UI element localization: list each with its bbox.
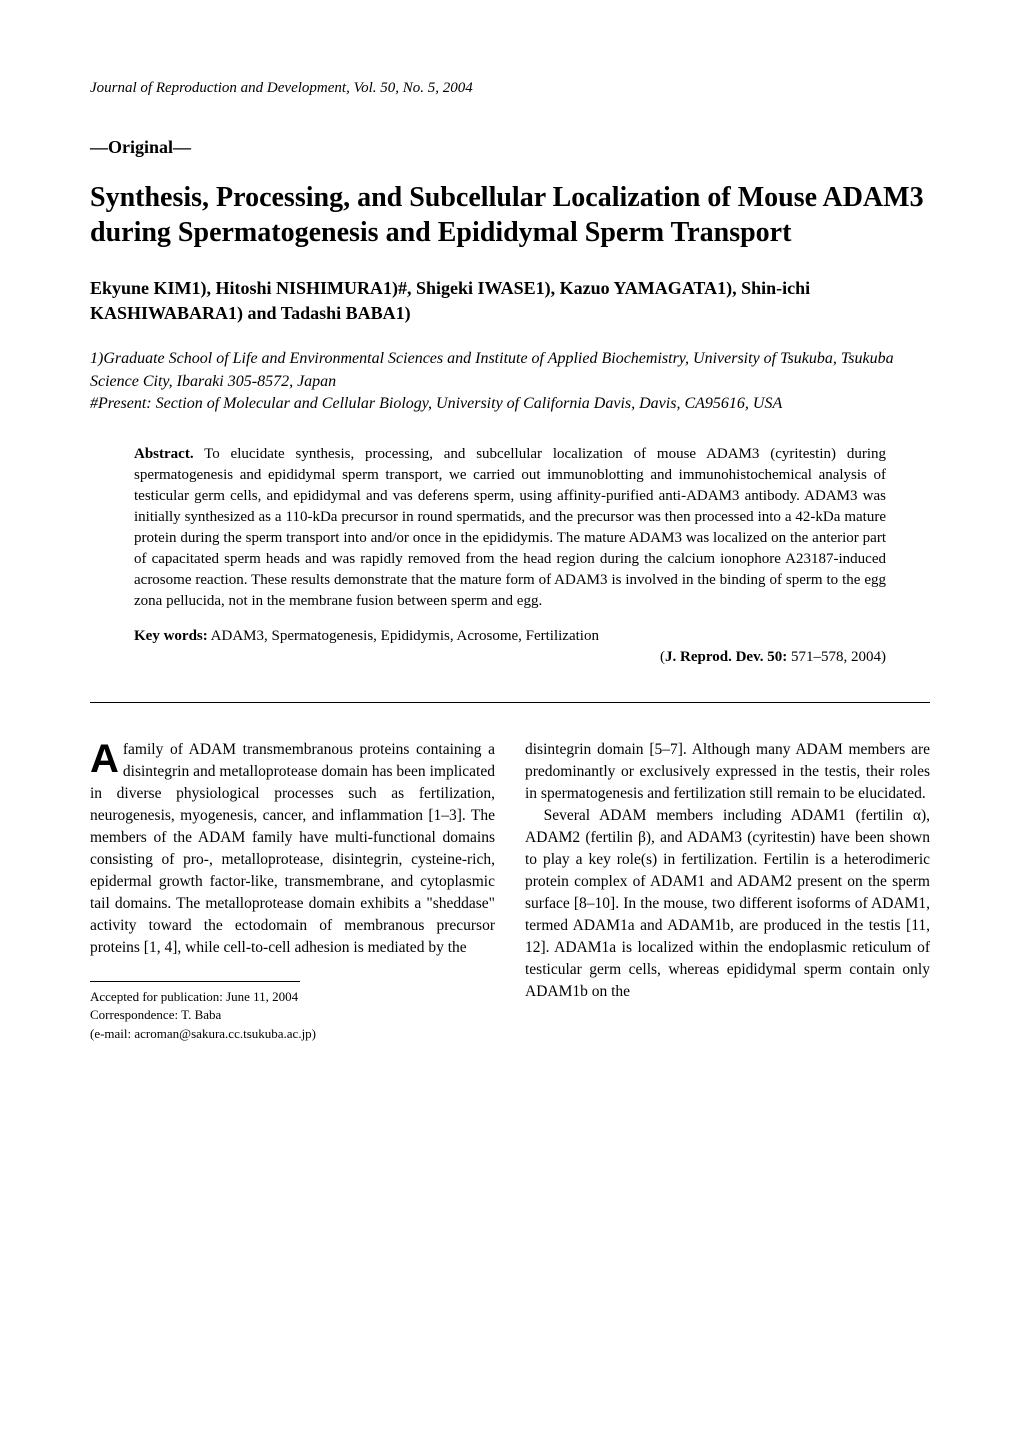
article-title: Synthesis, Processing, and Subcellular L… xyxy=(90,180,930,250)
body-columns: A family of ADAM transmembranous protein… xyxy=(90,739,930,1045)
journal-vol: , Vol. 50, No. 5, 2004 xyxy=(346,80,473,96)
body-para-2: disintegrin domain [5–7]. Although many … xyxy=(525,739,930,805)
abstract-block: Abstract. To elucidate synthesis, proces… xyxy=(90,444,930,612)
citation-line: (J. Reprod. Dev. 50: 571–578, 2004) xyxy=(90,649,930,666)
authors-line: Ekyune KIM1), Hitoshi NISHIMURA1)#, Shig… xyxy=(90,276,930,326)
article-type: —Original— xyxy=(90,137,930,158)
footnote-accepted: Accepted for publication: June 11, 2004 xyxy=(90,988,495,1007)
abstract-text: Abstract. To elucidate synthesis, proces… xyxy=(134,444,886,612)
citation-journal: J. Reprod. Dev. 50: xyxy=(665,649,787,665)
affiliation-1: 1)Graduate School of Life and Environmen… xyxy=(90,348,930,393)
journal-name: Journal of Reproduction and Development xyxy=(90,80,346,96)
keywords-label: Key words: xyxy=(134,628,208,644)
body-para-1-text: family of ADAM transmembranous proteins … xyxy=(90,741,495,956)
citation-pages: 571–578, 2004) xyxy=(787,649,886,665)
footnote-rule xyxy=(90,981,300,982)
section-rule xyxy=(90,702,930,703)
abstract-body: To elucidate synthesis, processing, and … xyxy=(134,446,886,609)
body-para-3: Several ADAM members including ADAM1 (fe… xyxy=(525,805,930,1003)
footnote-email: (e-mail: acroman@sakura.cc.tsukuba.ac.jp… xyxy=(90,1025,495,1044)
affiliations: 1)Graduate School of Life and Environmen… xyxy=(90,348,930,415)
column-right: disintegrin domain [5–7]. Although many … xyxy=(525,739,930,1045)
footnotes: Accepted for publication: June 11, 2004 … xyxy=(90,988,495,1045)
column-left: A family of ADAM transmembranous protein… xyxy=(90,739,495,1045)
keywords-line: Key words: ADAM3, Spermatogenesis, Epidi… xyxy=(90,626,930,647)
affiliation-2: #Present: Section of Molecular and Cellu… xyxy=(90,393,930,415)
body-para-1: A family of ADAM transmembranous protein… xyxy=(90,739,495,959)
dropcap-letter: A xyxy=(90,739,123,777)
footnote-correspondence: Correspondence: T. Baba xyxy=(90,1006,495,1025)
journal-line: Journal of Reproduction and Development,… xyxy=(90,80,930,97)
abstract-label: Abstract. xyxy=(134,446,194,462)
keywords-body: ADAM3, Spermatogenesis, Epididymis, Acro… xyxy=(208,628,599,644)
